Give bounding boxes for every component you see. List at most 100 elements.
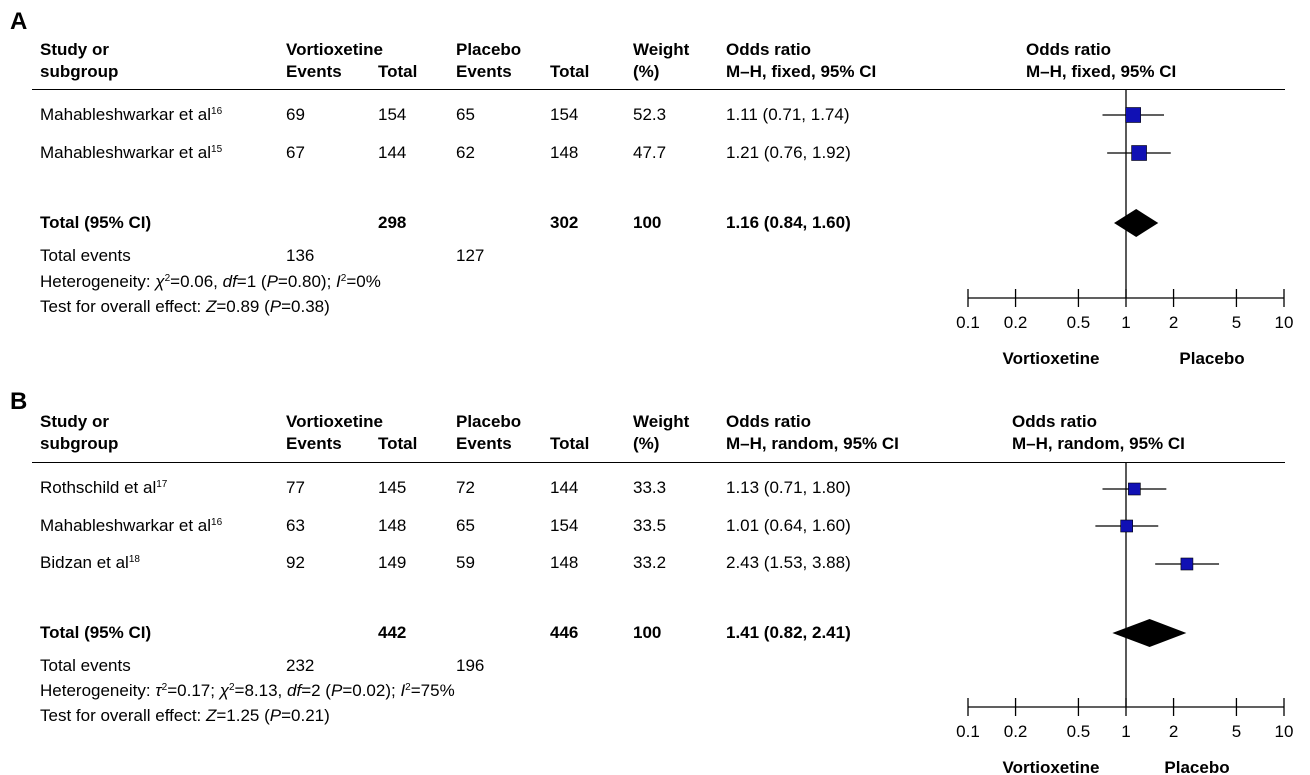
header-weight-line1: Weight xyxy=(633,40,690,59)
x-tick-label: 10 xyxy=(1275,722,1294,741)
forest-panel-b: B Study or subgroup Vortioxetine Events … xyxy=(0,388,1310,775)
study-name: Rothschild et al17 xyxy=(40,478,168,497)
study-marker xyxy=(1120,519,1133,533)
study-name: Mahableshwarkar et al16 xyxy=(40,105,223,124)
vort-total-cell: 144 xyxy=(378,143,407,162)
total-vort: 442 xyxy=(378,623,407,642)
header-divider xyxy=(32,462,1285,463)
total-events-label: Total events xyxy=(40,656,131,675)
weight-cell: 47.7 xyxy=(633,143,667,162)
overall-effect-text: Test for overall effect: Z=1.25 (P=0.21) xyxy=(40,706,330,725)
header-weight-line2: (%) xyxy=(633,434,660,453)
study-name: Mahableshwarkar et al15 xyxy=(40,143,223,162)
plac-events-cell: 65 xyxy=(456,516,475,535)
total-label: Total (95% CI) xyxy=(40,623,152,642)
weight-cell: 33.5 xyxy=(633,516,667,535)
x-tick-label: 10 xyxy=(1275,313,1294,332)
header-plac-total: Total xyxy=(550,434,590,453)
vort-events-cell: 77 xyxy=(286,478,305,497)
forest-panel-a: A Study or subgroup Vortioxetine Events … xyxy=(10,8,1294,368)
header-plot-line2: M–H, random, 95% CI xyxy=(1012,434,1185,453)
study-marker xyxy=(1128,482,1141,496)
header-placebo: Placebo xyxy=(456,40,522,59)
header-study-line1: Study or xyxy=(40,412,109,431)
header-weight-line1: Weight xyxy=(633,412,690,431)
header-or-line1: Odds ratio xyxy=(726,412,812,431)
total-plac: 446 xyxy=(550,623,579,642)
favours-right-label: Placebo xyxy=(1164,758,1229,775)
or-ci-cell: 2.43 (1.53, 3.88) xyxy=(726,553,851,572)
plac-events-cell: 62 xyxy=(456,143,475,162)
plac-total-cell: 148 xyxy=(550,553,579,572)
overall-effect-text: Test for overall effect: Z=0.89 (P=0.38) xyxy=(40,297,330,316)
vort-events-cell: 92 xyxy=(286,553,305,572)
x-tick-label: 0.1 xyxy=(956,313,980,332)
header-plot-line1: Odds ratio xyxy=(1026,40,1112,59)
forest-plot-a: 0.1 0.2 0.5 1 2 5 10 Vortioxetine Placebo xyxy=(956,90,1294,368)
vort-total-cell: 145 xyxy=(378,478,407,497)
header-vortioxetine: Vortioxetine xyxy=(286,412,383,431)
total-weight: 100 xyxy=(633,213,662,232)
heterogeneity-text: Heterogeneity: χ2=0.06, df=1 (P=0.80); I… xyxy=(40,272,381,291)
plac-events-cell: 72 xyxy=(456,478,475,497)
x-tick-label: 0.2 xyxy=(1004,313,1028,332)
favours-left-label: Vortioxetine xyxy=(1003,349,1100,368)
plac-total-cell: 154 xyxy=(550,105,579,124)
total-or-ci: 1.16 (0.84, 1.60) xyxy=(726,213,851,232)
total-vort: 298 xyxy=(378,213,407,232)
x-tick-label: 0.2 xyxy=(1004,722,1028,741)
x-tick-label: 2 xyxy=(1169,313,1178,332)
header-plac-total: Total xyxy=(550,62,590,81)
total-events-vort: 136 xyxy=(286,246,315,265)
favours-left-label: Vortioxetine xyxy=(1003,758,1100,775)
header-plot-line2: M–H, fixed, 95% CI xyxy=(1026,62,1177,81)
header-plac-events: Events xyxy=(456,62,512,81)
x-tick-label: 0.5 xyxy=(1067,313,1091,332)
panel-label: B xyxy=(10,388,28,415)
plac-events-cell: 59 xyxy=(456,553,475,572)
or-ci-cell: 1.11 (0.71, 1.74) xyxy=(726,105,850,124)
study-name: Mahableshwarkar et al16 xyxy=(40,516,223,535)
study-marker xyxy=(1131,145,1147,161)
header-study-line1: Study or xyxy=(40,40,109,59)
x-tick-label: 2 xyxy=(1169,722,1178,741)
or-ci-cell: 1.21 (0.76, 1.92) xyxy=(726,143,851,162)
x-tick-label: 5 xyxy=(1232,722,1241,741)
vort-total-cell: 154 xyxy=(378,105,407,124)
x-tick-label: 0.5 xyxy=(1067,722,1091,741)
x-tick-label: 1 xyxy=(1121,722,1130,741)
header-divider xyxy=(32,89,1285,90)
x-tick-label: 1 xyxy=(1121,313,1130,332)
total-or-ci: 1.41 (0.82, 2.41) xyxy=(726,623,851,642)
vort-events-cell: 67 xyxy=(286,143,305,162)
study-marker xyxy=(1125,107,1141,123)
vort-events-cell: 63 xyxy=(286,516,305,535)
plac-total-cell: 148 xyxy=(550,143,579,162)
header-weight-line2: (%) xyxy=(633,62,660,81)
total-events-plac: 127 xyxy=(456,246,485,265)
header-vort-events: Events xyxy=(286,434,342,453)
header-or-line2: M–H, fixed, 95% CI xyxy=(726,62,877,81)
or-ci-cell: 1.01 (0.64, 1.60) xyxy=(726,516,851,535)
pooled-diamond xyxy=(1114,209,1159,237)
vort-total-cell: 148 xyxy=(378,516,407,535)
header-vort-events: Events xyxy=(286,62,342,81)
header-placebo: Placebo xyxy=(456,412,522,431)
or-ci-cell: 1.13 (0.71, 1.80) xyxy=(726,478,851,497)
panel-label: A xyxy=(10,8,28,35)
study-name: Bidzan et al18 xyxy=(40,553,140,572)
total-plac: 302 xyxy=(550,213,579,232)
favours-right-label: Placebo xyxy=(1179,349,1244,368)
x-tick-label: 0.1 xyxy=(956,722,980,741)
header-or-line1: Odds ratio xyxy=(726,40,812,59)
header-vort-total: Total xyxy=(378,434,418,453)
study-marker xyxy=(1180,557,1194,571)
header-study-line2: subgroup xyxy=(40,434,119,453)
weight-cell: 52.3 xyxy=(633,105,667,124)
heterogeneity-text: Heterogeneity: τ2=0.17; χ2=8.13, df=2 (P… xyxy=(40,681,455,700)
forest-plot-b: 0.1 0.2 0.5 1 2 5 10 Vortioxetine Placebo xyxy=(956,463,1294,775)
total-events-label: Total events xyxy=(40,246,131,265)
total-label: Total (95% CI) xyxy=(40,213,152,232)
x-tick-label: 5 xyxy=(1232,313,1241,332)
pooled-diamond xyxy=(1112,619,1187,647)
